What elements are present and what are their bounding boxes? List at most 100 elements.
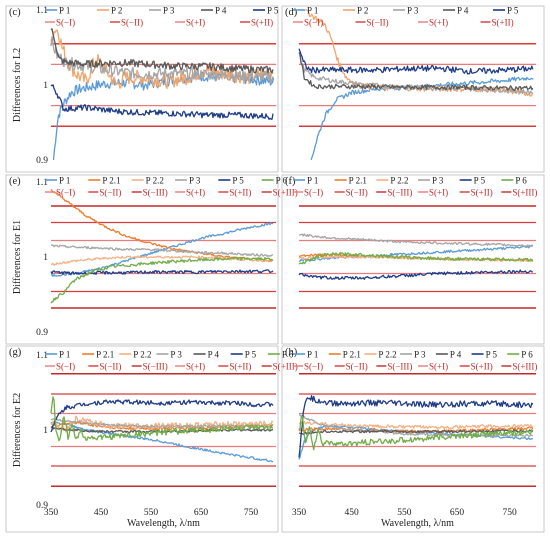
legend-label: P 1 <box>59 350 70 360</box>
panel-label: (d) <box>285 7 298 18</box>
series-line <box>299 270 533 279</box>
legend-label: S(+II) <box>251 18 273 28</box>
x-axis-label: Wavelength, λ/nm <box>127 518 200 529</box>
chart-panel-1: (d) P 1 P 2 P 3 P 4 P 5 S(−I) S(−II) S(+I) S(+II) <box>282 6 544 173</box>
legend-label: P 2.1 <box>343 350 361 360</box>
legend-label: S(−II) <box>346 362 368 372</box>
x-tick-label: 450 <box>345 508 360 518</box>
legend-label: S(−III) <box>387 188 412 198</box>
legend-label: P 2.2 <box>390 176 408 186</box>
x-tick-label: 350 <box>292 508 307 518</box>
legend-label: P 3 <box>407 6 419 16</box>
legend-label: S(+III) <box>512 188 537 198</box>
legend-label: S(−II) <box>99 362 121 372</box>
y-tick-label: 1 <box>43 426 48 436</box>
x-tick-label: 550 <box>397 508 412 518</box>
legend-label: P 4 <box>457 6 469 16</box>
legend-label: P 3 <box>414 350 426 360</box>
panel-label: (e) <box>9 176 21 187</box>
legend-label: S(+I) <box>429 188 448 198</box>
y-tick-label: 1.1 <box>36 351 48 361</box>
x-axis-label: Wavelength, λ/nm <box>381 518 454 529</box>
legend-label: S(−III) <box>143 362 168 372</box>
legend-label: P 4 <box>208 350 220 360</box>
legend-label: S(+II) <box>492 18 514 28</box>
legend-label: S(+II) <box>229 188 251 198</box>
legend-label: S(−I) <box>304 18 323 28</box>
legend-label: S(−III) <box>143 188 168 198</box>
legend-label: P 6 <box>515 176 527 186</box>
legend-label: P 2 <box>111 6 122 16</box>
y-tick-label: 0.9 <box>36 156 48 166</box>
legend-label: P 2.1 <box>102 176 120 186</box>
panel-label: (g) <box>9 347 22 358</box>
x-tick-label: 650 <box>194 508 209 518</box>
legend-label: P 5 <box>486 350 498 360</box>
legend-label: P 3 <box>163 6 175 16</box>
legend-label: P 2.2 <box>378 350 396 360</box>
chart-panel-5: (h) 350 450 550 650 750 Wavelength, λ/nm P 1 P 2… <box>282 346 544 532</box>
chart-panel-2: (e) 0.9 1 1.1 Differences for E1 P 1 P 2.1 P 2.… <box>6 175 298 344</box>
legend-label: P 1 <box>59 176 70 186</box>
y-tick-label: 1 <box>43 253 48 263</box>
panel-label: (h) <box>285 347 298 358</box>
legend-label: S(+II) <box>229 362 251 372</box>
panel-label: (c) <box>9 7 21 18</box>
x-tick-label: 450 <box>94 508 109 518</box>
y-axis-label: Differences for L2 <box>12 48 23 122</box>
legend-label: S(+II) <box>471 362 493 372</box>
y-axis-label: Differences for E2 <box>12 393 23 467</box>
legend-label: P 1 <box>59 6 70 16</box>
legend-label: S(−II) <box>346 188 368 198</box>
series-line <box>51 257 273 303</box>
legend-label: P 5 <box>474 176 486 186</box>
legend-label: S(−II) <box>121 18 143 28</box>
legend-label: P 3 <box>432 176 444 186</box>
legend-label: P 6 <box>521 350 533 360</box>
x-tick-label: 350 <box>44 508 59 518</box>
legend-label: S(+I) <box>186 188 205 198</box>
x-tick-label: 750 <box>503 508 518 518</box>
legend-label: P 1 <box>307 6 318 16</box>
y-tick-label: 0.9 <box>36 328 48 338</box>
legend-label: P 2.1 <box>349 176 367 186</box>
legend-label: P 5 <box>245 350 257 360</box>
legend-label: P 3 <box>189 176 201 186</box>
legend-label: S(−I) <box>56 18 75 28</box>
chart-panel-3: (f) P 1 P 2.1 P 2.2 P 3 P 5 P 6 S(−I) S(−II) S(−I… <box>282 175 544 344</box>
x-tick-label: 750 <box>244 508 259 518</box>
legend-label: P 4 <box>215 6 227 16</box>
legend-label: S(−III) <box>387 362 412 372</box>
legend-label: P 2.1 <box>96 350 114 360</box>
chart-panel-0: (c) 0.9 1 1.1 Differences for L2 P 1 P 2 P 3 P 4… <box>6 6 279 173</box>
y-axis-label: Differences for E1 <box>12 220 23 294</box>
legend-label: P 2.2 <box>146 176 164 186</box>
legend-label: S(−I) <box>304 362 323 372</box>
chart-panel-4: (g) 0.9 1 1.1 Differences for E2 350 450 550 650… <box>6 346 298 532</box>
legend-label: S(+I) <box>186 362 205 372</box>
legend-label: P 5 <box>267 6 279 16</box>
legend-label: S(+I) <box>186 18 205 28</box>
x-tick-label: 550 <box>144 508 159 518</box>
legend-label: S(+II) <box>471 188 493 198</box>
legend-label: S(+I) <box>429 362 448 372</box>
legend-label: S(−I) <box>304 188 323 198</box>
legend-label: P 1 <box>307 350 318 360</box>
legend-label: S(+III) <box>512 362 537 372</box>
series-line <box>51 30 273 89</box>
legend-label: S(−II) <box>99 188 121 198</box>
legend-label: S(−I) <box>56 362 75 372</box>
y-tick-label: 1.1 <box>36 6 48 16</box>
legend-label: P 4 <box>450 350 462 360</box>
legend-label: P 3 <box>170 350 182 360</box>
legend-label: P 1 <box>307 176 318 186</box>
legend-label: S(−I) <box>56 188 75 198</box>
y-tick-label: 1 <box>43 81 48 91</box>
legend-label: S(−II) <box>367 18 389 28</box>
legend-label: S(+I) <box>429 18 448 28</box>
panel-label: (f) <box>285 176 296 187</box>
series-line <box>299 49 533 74</box>
legend-label: P 2 <box>357 6 368 16</box>
legend-label: P 5 <box>507 6 519 16</box>
